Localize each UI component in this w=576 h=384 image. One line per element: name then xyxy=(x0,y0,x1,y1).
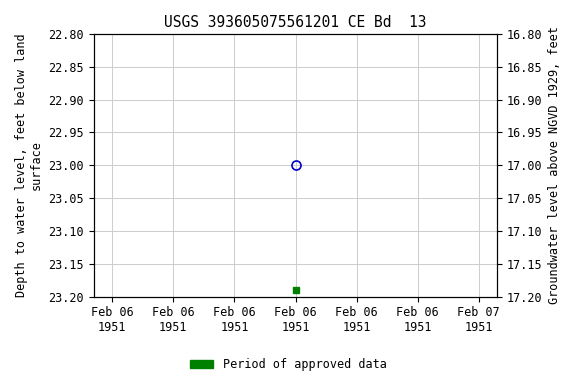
Title: USGS 393605075561201 CE Bd  13: USGS 393605075561201 CE Bd 13 xyxy=(164,15,427,30)
Y-axis label: Groundwater level above NGVD 1929, feet: Groundwater level above NGVD 1929, feet xyxy=(548,26,561,304)
Legend: Period of approved data: Period of approved data xyxy=(185,354,391,376)
Y-axis label: Depth to water level, feet below land
surface: Depth to water level, feet below land su… xyxy=(15,33,43,297)
